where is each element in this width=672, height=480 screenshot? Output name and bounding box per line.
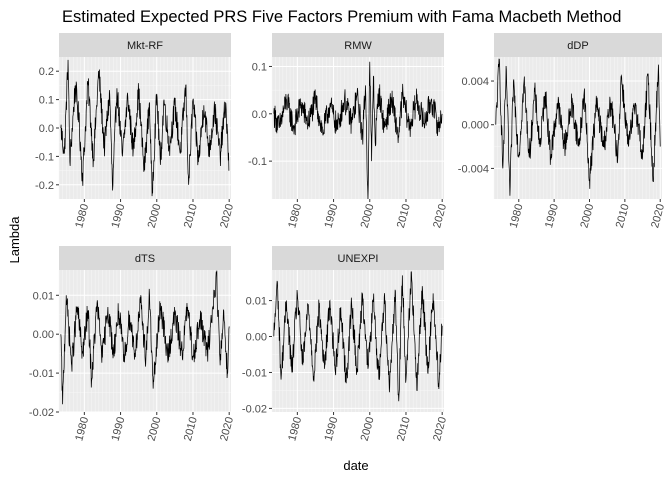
x-tick-label: 2020 bbox=[649, 203, 667, 230]
x-tick-label: 2020 bbox=[431, 203, 449, 230]
y-tick-label: -0.01 bbox=[29, 368, 54, 380]
facet-strip bbox=[494, 33, 662, 57]
x-tick-label: 2000 bbox=[146, 203, 164, 230]
x-tick-label: 1990 bbox=[110, 416, 128, 443]
facet-unexpi: UNEXPI -0.02 -0.01 0.00 0.01 1980 1990 2000 2010… bbox=[242, 246, 449, 442]
x-tick-label: 1990 bbox=[110, 203, 128, 230]
x-tick-label: 2010 bbox=[614, 203, 632, 230]
series-line-rmw bbox=[273, 61, 443, 200]
y-axis-title: Lambda bbox=[7, 216, 22, 264]
x-tick-label: 2020 bbox=[218, 416, 236, 443]
facet-strip-label: UNEXPI bbox=[338, 253, 379, 265]
x-tick-label: 1980 bbox=[508, 203, 526, 230]
x-tick-label: 2000 bbox=[359, 203, 377, 230]
facet-panels: Mkt-RF -0.2 -0.1 0.0 0.1 0.2 1980 1990 2000 2010 2… bbox=[29, 33, 667, 442]
facet-rmw: RMW -0.1 0.0 0.1 1980 1990 2000 2010 2020 bbox=[248, 33, 449, 229]
y-tick-label: 0.0 bbox=[252, 109, 267, 121]
x-tick-label: 2000 bbox=[359, 416, 377, 443]
y-tick-label: -0.01 bbox=[242, 367, 267, 379]
facet-ddp: dDP -0.004 0.000 0.004 1980 1990 2000 2010 2020 bbox=[458, 33, 667, 229]
y-tick-label: 0.00 bbox=[33, 329, 54, 341]
facet-strip-label: dDP bbox=[567, 40, 588, 52]
facet-strip bbox=[59, 246, 231, 270]
x-tick-label: 1990 bbox=[323, 203, 341, 230]
x-tick-label: 1990 bbox=[323, 416, 341, 443]
series-line-ddp bbox=[495, 58, 661, 196]
x-tick-label: 1980 bbox=[73, 416, 91, 443]
x-tick-label: 2010 bbox=[182, 203, 200, 230]
x-tick-label: 2010 bbox=[395, 416, 413, 443]
x-tick-label: 2010 bbox=[395, 203, 413, 230]
facet-strip bbox=[272, 246, 444, 270]
x-tick-label: 1980 bbox=[286, 203, 304, 230]
series-line-dts bbox=[60, 270, 230, 405]
y-tick-label: 0.01 bbox=[33, 290, 54, 302]
y-tick-label: 0.004 bbox=[461, 76, 489, 88]
facet-strip-label: RMW bbox=[344, 40, 372, 52]
y-tick-label: 0.01 bbox=[246, 296, 267, 308]
x-tick-label: 2020 bbox=[431, 416, 449, 443]
x-tick-label: 2000 bbox=[578, 203, 596, 230]
y-tick-label: -0.02 bbox=[242, 403, 267, 415]
x-axis-title: date bbox=[343, 458, 368, 473]
y-tick-label: 0.0 bbox=[39, 123, 54, 135]
y-tick-label: 0.000 bbox=[461, 120, 489, 132]
facet-strip bbox=[272, 33, 444, 57]
x-tick-label: 1980 bbox=[286, 416, 304, 443]
facet-strip-label: dTS bbox=[135, 253, 155, 265]
x-tick-label: 1990 bbox=[543, 203, 561, 230]
y-tick-label: 0.2 bbox=[39, 66, 54, 78]
x-tick-label: 2020 bbox=[218, 203, 236, 230]
y-tick-label: 0.1 bbox=[39, 95, 54, 107]
x-tick-label: 2000 bbox=[146, 416, 164, 443]
y-tick-label: -0.02 bbox=[29, 407, 54, 419]
x-tick-label: 2010 bbox=[182, 416, 200, 443]
series-line-unexpi bbox=[273, 271, 443, 402]
facet-strip-label: Mkt-RF bbox=[127, 40, 163, 52]
y-tick-label: 0.00 bbox=[246, 332, 267, 344]
y-tick-label: -0.1 bbox=[248, 156, 267, 168]
facet-dts: dTS -0.02 -0.01 0.00 0.01 1980 1990 2000 2010 202… bbox=[29, 246, 236, 442]
facet-strip bbox=[59, 33, 231, 57]
y-tick-label: -0.1 bbox=[35, 151, 54, 163]
y-tick-label: 0.1 bbox=[252, 61, 267, 73]
y-tick-label: -0.2 bbox=[35, 180, 54, 192]
panel-background bbox=[272, 57, 444, 199]
chart-title: Estimated Expected PRS Five Factors Prem… bbox=[62, 8, 621, 26]
series-line-mkt-rf bbox=[60, 59, 230, 197]
y-tick-label: -0.004 bbox=[458, 163, 489, 175]
facet-mkt-rf: Mkt-RF -0.2 -0.1 0.0 0.1 0.2 1980 1990 2000 2010 2… bbox=[35, 33, 236, 229]
x-tick-label: 1980 bbox=[73, 203, 91, 230]
